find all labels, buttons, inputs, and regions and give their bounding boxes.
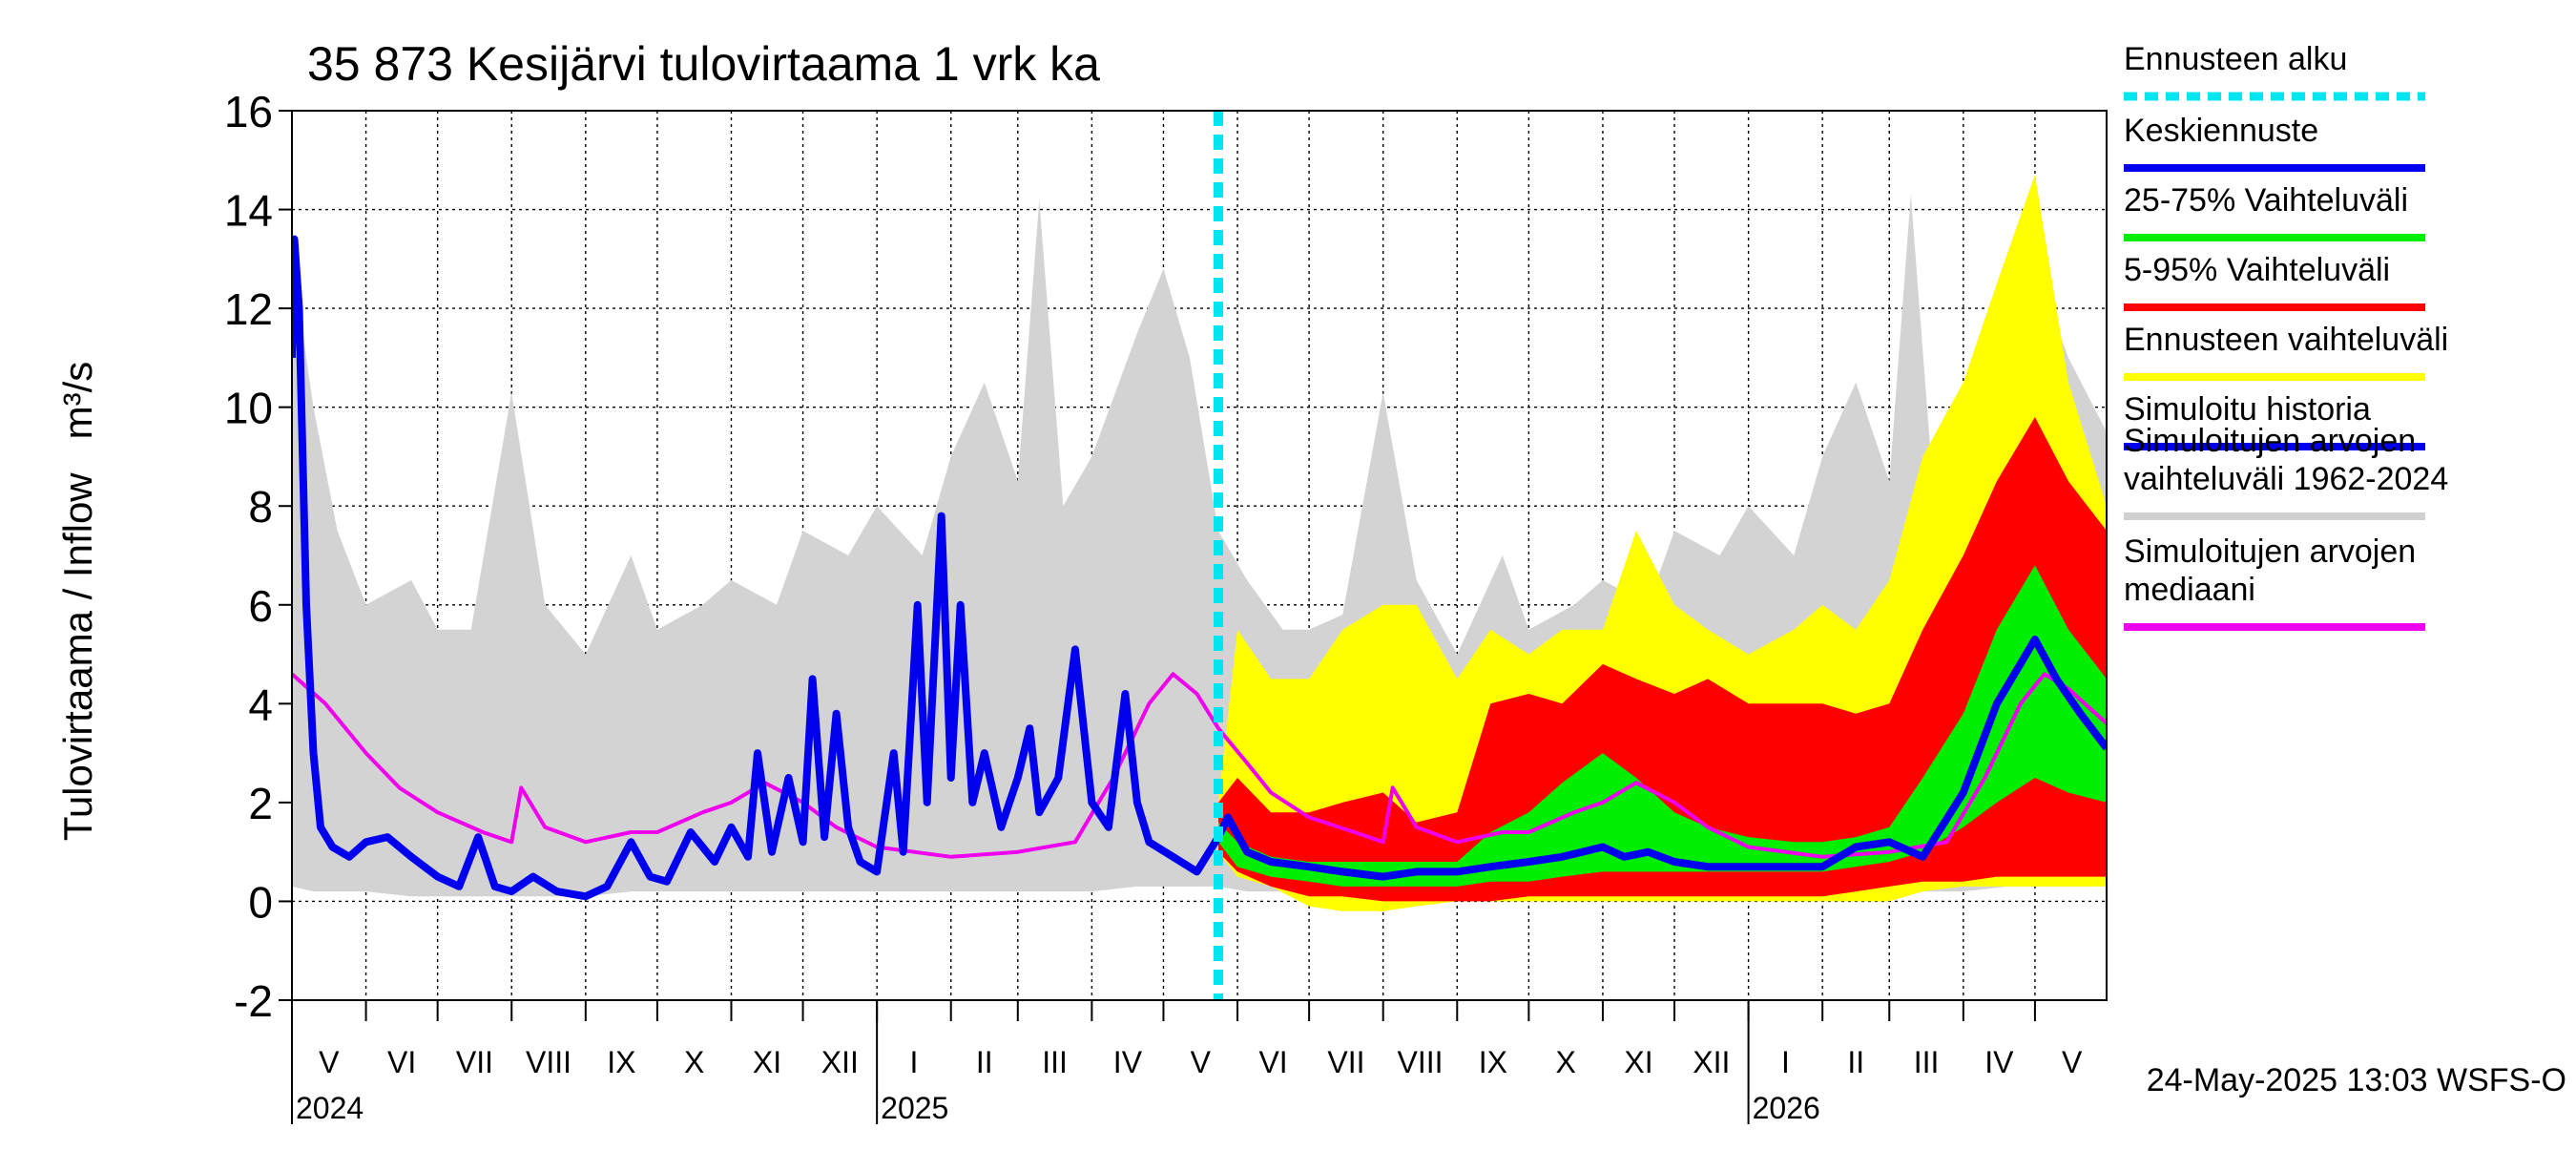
month-label-20: I xyxy=(1781,1045,1790,1079)
legend-label-6-1: vaihteluväli 1962-2024 xyxy=(2124,461,2448,497)
y-axis-label: Tulovirtaama / Inflow m³/s xyxy=(55,362,100,842)
plot-area xyxy=(292,110,2107,1001)
y-tick-label-9: 16 xyxy=(224,87,273,136)
legend-label-1-0: Keskiennuste xyxy=(2124,113,2318,149)
y-tick-label-1: 0 xyxy=(248,877,273,927)
series-25-75-vaihteluv-li xyxy=(1218,565,2107,887)
month-label-13: VI xyxy=(1258,1045,1287,1079)
y-tick-label-8: 14 xyxy=(224,186,273,236)
series-simuloitujen-arvojen-mediaani xyxy=(292,672,2107,859)
month-label-4: IX xyxy=(607,1045,635,1079)
month-label-5: X xyxy=(684,1045,704,1079)
month-label-1: VI xyxy=(387,1045,416,1079)
y-tick-label-7: 12 xyxy=(224,284,273,334)
series-keskiennuste xyxy=(1215,636,2107,881)
legend-label-2-0: 25-75% Vaihteluväli xyxy=(2124,182,2408,219)
month-label-10: III xyxy=(1042,1045,1068,1079)
legend-label-5-0: Simuloitu historia xyxy=(2124,391,2371,428)
year-label-0: 2024 xyxy=(296,1091,364,1125)
month-label-9: II xyxy=(976,1045,993,1079)
series-simuloitu-historia xyxy=(292,235,1222,901)
month-label-6: XI xyxy=(753,1045,781,1079)
series-5-95-vaihteluv-li xyxy=(1218,417,2107,902)
y-tick-label-5: 8 xyxy=(248,482,273,532)
chart-title: 35 873 Kesijärvi tulovirtaama 1 vrk ka xyxy=(307,37,1100,91)
month-label-24: V xyxy=(2062,1045,2083,1079)
month-label-18: XI xyxy=(1624,1045,1652,1079)
year-label-1: 2025 xyxy=(881,1091,948,1125)
month-label-8: I xyxy=(909,1045,918,1079)
y-tick-label-4: 6 xyxy=(248,581,273,631)
plot-frame xyxy=(291,110,2108,1001)
month-label-23: IV xyxy=(1984,1045,2014,1079)
legend-label-0-0: Ennusteen alku xyxy=(2124,41,2347,77)
legend-label-7-0: Simuloitujen arvojen xyxy=(2124,533,2416,570)
legend-label-4-0: Ennusteen vaihteluväli xyxy=(2124,322,2448,358)
month-label-3: VIII xyxy=(526,1045,571,1079)
timestamp: 24-May-2025 13:03 WSFS-O xyxy=(2147,1062,2566,1098)
month-label-12: V xyxy=(1191,1045,1212,1079)
month-label-21: II xyxy=(1847,1045,1864,1079)
legend: Ennusteen alku Keskiennuste 25-75% Vaihtel… xyxy=(2124,41,2448,631)
legend-label-3-0: 5-95% Vaihteluväli xyxy=(2124,252,2390,288)
y-tick-label-3: 4 xyxy=(248,680,273,729)
month-label-17: X xyxy=(1555,1045,1575,1079)
month-label-11: IV xyxy=(1113,1045,1143,1079)
month-label-16: IX xyxy=(1479,1045,1507,1079)
month-label-2: VII xyxy=(456,1045,493,1079)
month-label-14: VII xyxy=(1327,1045,1364,1079)
y-tick-label-2: 2 xyxy=(248,779,273,828)
y-tick-label-0: -2 xyxy=(234,976,273,1026)
legend-label-6-0: Simuloitujen arvojen xyxy=(2124,423,2416,459)
legend-label-7-1: mediaani xyxy=(2124,572,2255,608)
y-tick-label-6: 10 xyxy=(224,384,273,433)
year-label-2: 2026 xyxy=(1753,1091,1820,1125)
month-label-19: XII xyxy=(1693,1045,1730,1079)
month-label-7: XII xyxy=(821,1045,859,1079)
month-label-15: VIII xyxy=(1397,1045,1443,1079)
month-label-22: III xyxy=(1914,1045,1940,1079)
month-label-0: V xyxy=(319,1045,340,1079)
series-group xyxy=(292,175,2107,911)
